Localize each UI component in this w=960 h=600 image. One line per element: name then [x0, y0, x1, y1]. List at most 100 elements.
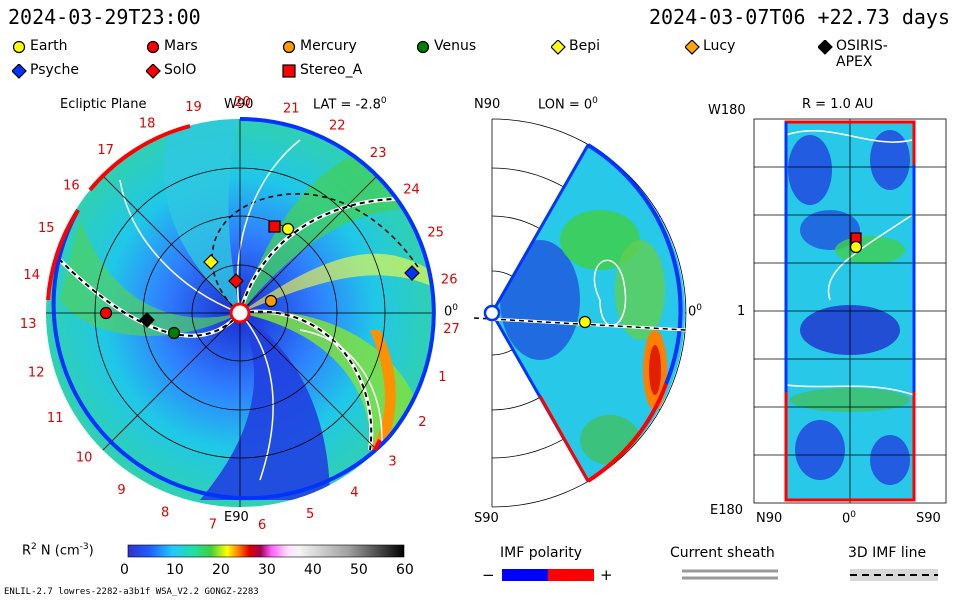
imf-line-legend-bg	[850, 569, 938, 581]
psyche-marker	[404, 265, 420, 281]
rotation-label: 18	[139, 117, 156, 132]
earth-marker-icon	[12, 40, 26, 54]
rotation-label: 4	[350, 486, 358, 501]
colorbar-tick: 10	[166, 562, 184, 578]
rotation-label: 19	[185, 100, 202, 115]
x-mid: 0	[842, 511, 851, 527]
legend-label: Stereo_A	[300, 62, 363, 78]
mer-red	[649, 345, 661, 395]
rotation-label: 26	[441, 273, 458, 288]
imf-polarity-title: IMF polarity	[500, 545, 583, 561]
ll-blue-3	[800, 210, 860, 250]
imf-plus-swatch	[548, 569, 594, 581]
legend-label: Mars	[164, 38, 198, 54]
osiris-apex-marker	[139, 312, 155, 328]
ecliptic-lat: LAT = -2.80	[313, 96, 387, 112]
meridional-plot	[473, 118, 687, 508]
bepi-marker	[203, 254, 219, 270]
ecliptic-title: Ecliptic Plane	[60, 97, 147, 112]
cb-rest: N (cm	[36, 543, 80, 559]
venus-marker	[167, 326, 181, 340]
legend-label: Psyche	[30, 62, 79, 78]
legend-label: Venus	[434, 38, 477, 54]
cb-end: )	[88, 543, 94, 559]
lucy-marker-icon	[685, 40, 700, 55]
mer-right: 0	[688, 304, 697, 320]
right-time: 2024-03-07T06	[648, 5, 806, 29]
rotation-label: 14	[23, 268, 40, 283]
yellow-band	[240, 253, 434, 313]
mer-edge-blue	[490, 144, 590, 314]
lonlat-x-mid: 00	[842, 510, 856, 526]
ll-green-1	[835, 236, 905, 264]
mer-rim-blue	[586, 143, 683, 385]
mercury-marker-icon	[282, 40, 296, 54]
meridional-right-label: 00	[688, 303, 702, 319]
mer-earth-marker	[578, 315, 592, 329]
rotation-label: 8	[161, 505, 169, 520]
colorbar-tick: 30	[258, 562, 276, 578]
rim-blue-2	[51, 209, 391, 501]
sheath-west-dash	[59, 259, 241, 337]
cb-unit-sup: -3	[79, 542, 89, 552]
footer-model-info: ENLIL-2.7 lowres-2282-a3b1f WSA_V2.2 GON…	[4, 587, 259, 597]
yellow-arm	[240, 311, 421, 470]
psyche-marker-icon	[12, 64, 27, 79]
bepi-marker-icon	[551, 40, 566, 55]
colorbar-tick: 50	[350, 562, 368, 578]
colorbar-tick: 0	[120, 562, 129, 578]
mars-marker	[99, 306, 113, 320]
lonlat-bottom-label: E180	[710, 503, 744, 518]
lonlat-radius: R = 1.0 AU	[802, 97, 874, 112]
lonlat-grid	[754, 119, 946, 503]
rotation-label: 5	[306, 507, 314, 522]
ecliptic-right-label: 00	[444, 303, 458, 319]
mer-green	[560, 210, 640, 270]
orange-arm	[370, 330, 396, 450]
rotation-label: 1	[438, 370, 446, 385]
imf-plus: +	[600, 566, 613, 584]
rotation-label: 6	[258, 518, 266, 533]
rotation-label: 12	[28, 365, 45, 380]
mer-rim-red	[586, 383, 668, 483]
ll-blue-2	[870, 130, 910, 190]
mer-structures	[500, 210, 667, 465]
ll-contour-2	[827, 214, 913, 301]
rotation-label: 22	[329, 119, 346, 134]
right-timestamp: 2024-03-07T06 +22.73 days	[649, 5, 950, 29]
ecliptic-top-label: W90	[224, 97, 254, 112]
rotation-label: 20	[234, 95, 251, 110]
legend-label: Bepi	[569, 38, 600, 54]
lat-text: LAT = -2.8	[313, 97, 381, 113]
legend-label: OSIRIS-APEX	[836, 38, 888, 70]
rotation-label: 24	[403, 182, 420, 197]
rim-red-3	[373, 439, 382, 451]
ecl-right: 0	[444, 304, 453, 320]
ll-blue-6	[870, 435, 910, 485]
rotation-label: 11	[47, 411, 64, 426]
mer-sun-icon	[483, 304, 501, 322]
cb-R: R	[22, 543, 32, 559]
meridional-lon: LON = 00	[538, 96, 598, 112]
mer-blue	[500, 240, 580, 360]
earth-marker	[281, 222, 295, 236]
ll-earth-marker	[849, 240, 863, 254]
rotation-label: 13	[20, 317, 37, 332]
colorbar-tick: 20	[212, 562, 230, 578]
rotation-label: 3	[388, 454, 396, 469]
sheath-north-dash	[239, 197, 431, 314]
rotation-label: 17	[97, 143, 114, 158]
ll-blue-1	[788, 135, 832, 205]
ll-blue-5	[795, 420, 845, 480]
lonlat-x-right: S90	[916, 511, 941, 526]
left-timestamp: 2024-03-29T23:00	[8, 5, 201, 29]
rotation-label: 25	[427, 225, 444, 240]
legend-label: Earth	[30, 38, 68, 54]
imf-minus-swatch	[502, 569, 548, 581]
rotation-label: 15	[38, 221, 55, 236]
imf-line-title: 3D IMF line	[848, 545, 927, 561]
rotation-label: 10	[76, 451, 93, 466]
osiris-apex-marker-icon	[818, 40, 833, 55]
sun-icon	[229, 302, 251, 324]
